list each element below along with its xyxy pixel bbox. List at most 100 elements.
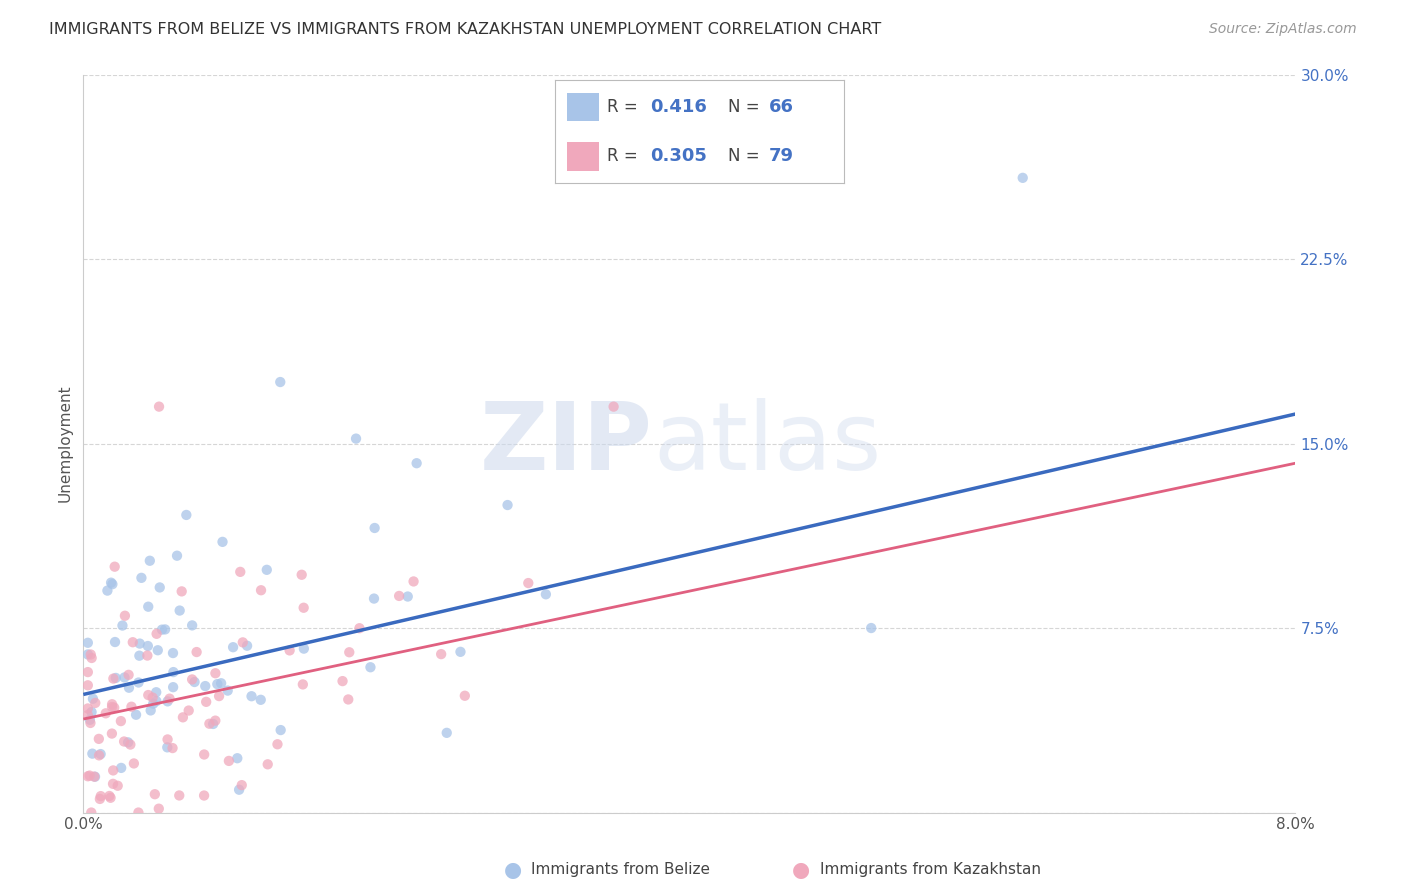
Point	[79, 713, 101, 727]
Point	[103, 672, 125, 686]
Point	[80, 805, 103, 820]
Point	[101, 698, 124, 712]
Point	[436, 726, 458, 740]
Point	[110, 714, 132, 728]
Point	[139, 703, 162, 717]
Point	[270, 723, 292, 737]
Point	[117, 668, 139, 682]
Point	[236, 639, 259, 653]
Point	[226, 751, 249, 765]
Point	[194, 679, 217, 693]
Point	[249, 693, 271, 707]
Point	[146, 643, 169, 657]
Point	[162, 665, 184, 679]
Point	[222, 640, 245, 655]
Point	[256, 563, 278, 577]
Point	[169, 603, 191, 617]
Point	[517, 576, 540, 591]
Text: R =: R =	[607, 98, 644, 116]
Text: 0.305: 0.305	[651, 147, 707, 165]
Point	[181, 618, 204, 632]
Y-axis label: Unemployment: Unemployment	[58, 384, 72, 502]
Text: N =: N =	[728, 98, 765, 116]
Point	[128, 648, 150, 663]
Point	[181, 673, 204, 687]
Point	[127, 805, 149, 820]
Point	[114, 608, 136, 623]
Point	[148, 802, 170, 816]
Point	[162, 741, 184, 756]
Point	[204, 714, 226, 728]
Text: 66: 66	[769, 98, 793, 116]
Point	[496, 498, 519, 512]
Point	[337, 692, 360, 706]
Point	[167, 789, 190, 803]
Point	[150, 623, 173, 637]
Point	[291, 677, 314, 691]
Text: atlas: atlas	[652, 398, 882, 490]
Point	[79, 715, 101, 730]
Point	[207, 677, 229, 691]
Point	[602, 400, 624, 414]
Point	[209, 676, 232, 690]
Point	[125, 707, 148, 722]
Text: R =: R =	[607, 147, 644, 165]
Point	[454, 689, 477, 703]
Point	[449, 645, 471, 659]
Point	[101, 700, 124, 714]
Text: Source: ZipAtlas.com: Source: ZipAtlas.com	[1209, 22, 1357, 37]
Point	[145, 694, 167, 708]
Point	[250, 583, 273, 598]
Point	[332, 674, 354, 689]
Point	[80, 705, 103, 719]
Point	[103, 700, 125, 714]
Point	[80, 648, 103, 662]
Text: ZIP: ZIP	[479, 398, 652, 490]
Point	[269, 375, 291, 389]
Point	[79, 768, 101, 782]
Point	[149, 581, 172, 595]
Point	[84, 770, 107, 784]
Point	[107, 779, 129, 793]
Point	[96, 583, 118, 598]
Point	[176, 508, 198, 522]
Text: N =: N =	[728, 147, 765, 165]
Point	[94, 706, 117, 721]
Point	[90, 789, 112, 804]
Text: ●: ●	[793, 860, 810, 880]
Point	[82, 691, 104, 706]
Bar	[567, 93, 599, 121]
Point	[231, 778, 253, 792]
Point	[143, 787, 166, 801]
Point	[256, 757, 278, 772]
Point	[193, 789, 215, 803]
Point	[117, 735, 139, 749]
Point	[156, 694, 179, 708]
Point	[111, 618, 134, 632]
Point	[534, 587, 557, 601]
Point	[104, 635, 127, 649]
Point	[186, 645, 208, 659]
Point	[136, 599, 159, 614]
Point	[90, 747, 112, 761]
Point	[278, 643, 301, 657]
Point	[198, 716, 221, 731]
Point	[76, 701, 98, 715]
Point	[266, 737, 288, 751]
Point	[145, 685, 167, 699]
Text: IMMIGRANTS FROM BELIZE VS IMMIGRANTS FROM KAZAKHSTAN UNEMPLOYMENT CORRELATION CH: IMMIGRANTS FROM BELIZE VS IMMIGRANTS FRO…	[49, 22, 882, 37]
Point	[195, 695, 218, 709]
Point	[121, 635, 143, 649]
Point	[396, 590, 419, 604]
Point	[153, 623, 176, 637]
Point	[193, 747, 215, 762]
Point	[172, 710, 194, 724]
Point	[177, 704, 200, 718]
Point	[122, 756, 145, 771]
Point	[84, 696, 107, 710]
Point	[104, 559, 127, 574]
Point	[211, 534, 233, 549]
Point	[405, 456, 427, 470]
Point	[232, 635, 254, 649]
Point	[112, 734, 135, 748]
